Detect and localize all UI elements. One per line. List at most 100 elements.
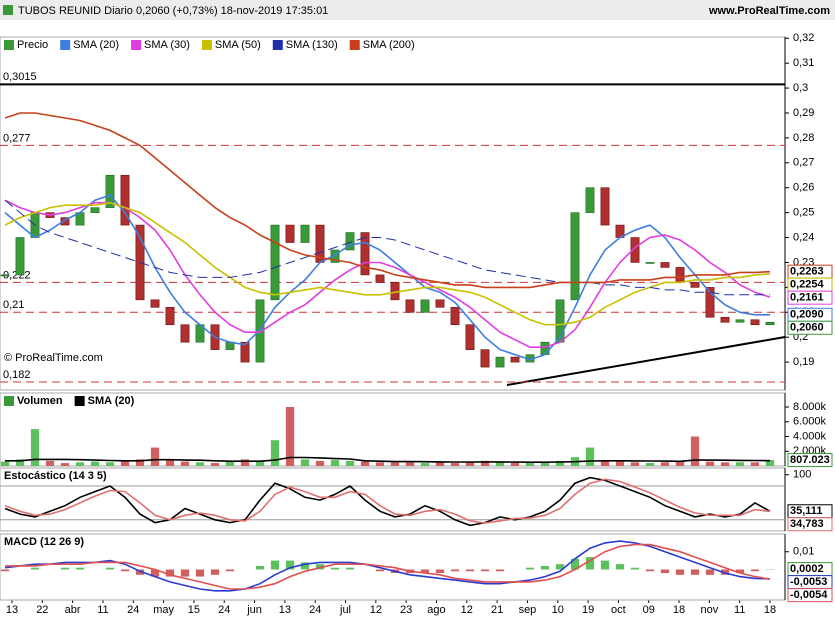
bar: [105, 567, 115, 570]
bar: [465, 569, 475, 572]
bar: [45, 460, 55, 466]
bar: [15, 459, 25, 466]
bar: [330, 460, 340, 466]
legend-label: MACD (12 26 9): [4, 536, 84, 548]
bar: [495, 462, 505, 466]
bar: [435, 462, 445, 466]
value-tag: 0,2263: [790, 266, 824, 278]
bar: [345, 567, 355, 570]
bar: [750, 569, 760, 572]
bar: [555, 460, 565, 466]
value-tag: 0,0002: [790, 563, 824, 575]
x-tick-label: ago: [427, 604, 445, 616]
candle: [645, 262, 655, 264]
legend-label: SMA (130): [286, 39, 338, 51]
y-tick-label: 0,27: [793, 157, 814, 169]
legend-swatch: [272, 40, 283, 50]
candle: [765, 321, 775, 326]
x-tick-label: may: [153, 604, 174, 616]
bar: [285, 407, 295, 466]
bar: [270, 560, 280, 570]
legend-label: SMA (20): [73, 39, 119, 51]
bar: [660, 569, 670, 574]
header-title: TUBOS REUNID Diario 0,2060 (+0,73%) 18-n…: [18, 5, 328, 17]
bar: [180, 569, 190, 577]
value-tag-box: [787, 453, 833, 468]
candle: [405, 299, 415, 313]
bar: [720, 462, 730, 466]
candle: [600, 187, 610, 226]
x-tick-label: 13: [6, 604, 18, 616]
candle: [540, 341, 550, 355]
bar: [300, 459, 310, 466]
bar: [615, 461, 625, 466]
value-tag: 35,111: [790, 505, 822, 517]
legend-label: Volumen: [17, 395, 63, 407]
legend-label: SMA (30): [144, 39, 190, 51]
y-tick-label: 0,31: [793, 57, 814, 69]
bar: [705, 461, 715, 466]
x-tick-label: 18: [764, 604, 776, 616]
candle: [60, 217, 70, 226]
bar: [525, 462, 535, 466]
candle: [345, 232, 355, 251]
bar: [150, 569, 160, 577]
bar: [555, 564, 565, 570]
header-bar: [0, 0, 835, 20]
candle: [165, 306, 175, 326]
bar: [405, 461, 415, 466]
legend-swatch: [4, 40, 14, 50]
level-label: 0,21: [3, 299, 24, 311]
legend-swatch: [74, 396, 85, 406]
x-tick-label: 23: [400, 604, 412, 616]
value-tag: -0,0054: [790, 589, 828, 601]
x-tick-label: jun: [246, 604, 262, 616]
bar: [150, 447, 160, 466]
bar: [480, 569, 490, 572]
bar: [135, 459, 145, 466]
bar: [465, 461, 475, 466]
bar: [255, 565, 265, 570]
value-tag: 0,2161: [790, 292, 824, 304]
bar: [750, 462, 760, 466]
candle: [435, 299, 445, 308]
candle: [120, 174, 130, 226]
x-tick-label: 10: [552, 604, 564, 616]
candle: [660, 262, 670, 268]
value-tag-box: [787, 320, 833, 335]
bar: [765, 460, 775, 466]
x-tick-label: 24: [309, 604, 321, 616]
legend-swatch: [131, 40, 142, 50]
x-tick-label: 12: [461, 604, 473, 616]
candle: [750, 319, 760, 326]
bar: [675, 461, 685, 466]
x-tick-label: sep: [519, 604, 537, 616]
candle: [450, 306, 460, 326]
y-tick-label: 6.000k: [793, 416, 827, 428]
bar: [690, 436, 700, 466]
bar: [225, 569, 235, 572]
value-tag: 0,2090: [790, 309, 824, 321]
x-tick-label: 21: [491, 604, 503, 616]
value-tag: -0,0053: [790, 576, 827, 588]
header-site[interactable]: www.ProRealTime.com: [708, 5, 830, 17]
value-tag: 0,2254: [790, 279, 825, 291]
bar: [645, 569, 655, 572]
candle: [570, 212, 580, 301]
bar: [120, 460, 130, 466]
bar: [255, 461, 265, 466]
bar: [615, 564, 625, 570]
bar: [570, 558, 580, 570]
bar: [75, 462, 85, 466]
y-tick-label: 0,28: [793, 132, 814, 144]
legend-swatch: [201, 40, 212, 50]
x-tick-label: 11: [734, 604, 745, 616]
series-line: [4, 201, 771, 326]
legend-label: SMA (20): [88, 395, 135, 407]
x-tick-label: 19: [582, 604, 594, 616]
bar: [195, 569, 205, 577]
x-tick-label: 13: [279, 604, 291, 616]
bar: [420, 569, 430, 574]
bar: [585, 557, 595, 570]
value-tag-box: [787, 588, 833, 603]
